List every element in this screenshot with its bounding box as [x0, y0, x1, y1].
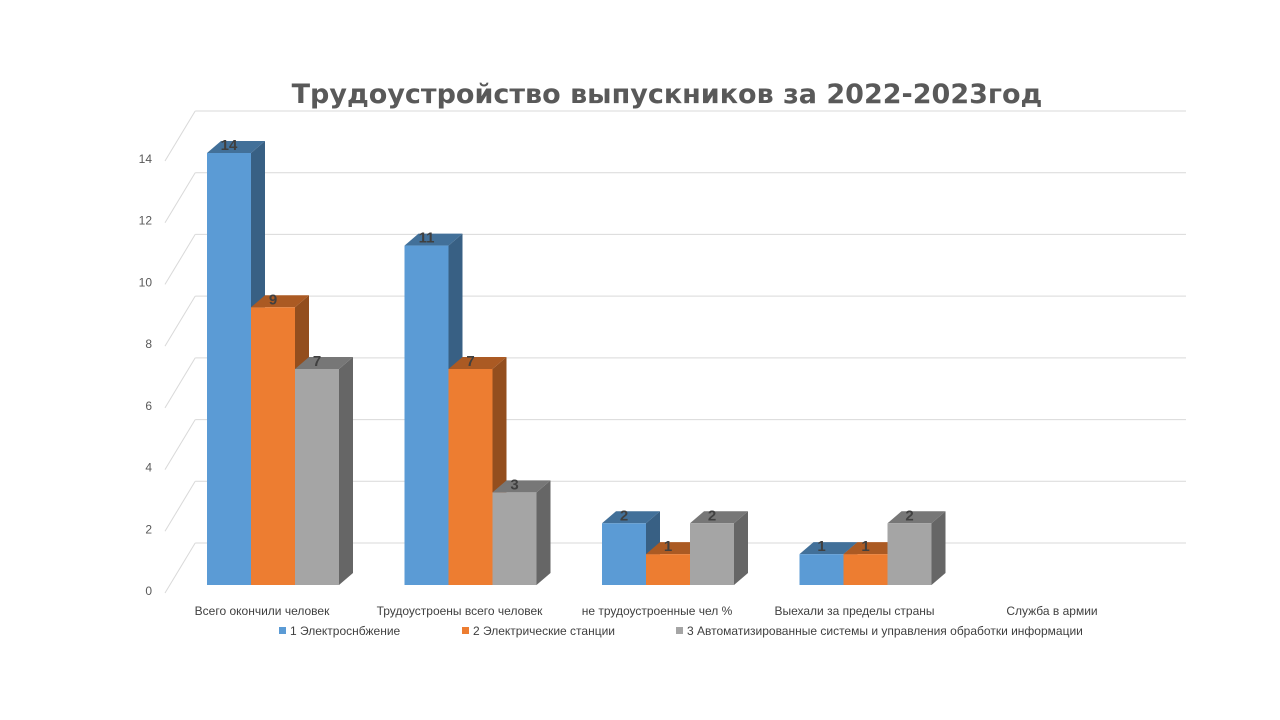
y-tick-label: 0 [145, 584, 152, 598]
bar-top [492, 480, 551, 493]
bar-top [404, 233, 463, 246]
bar-front [799, 554, 844, 585]
bar-side [734, 511, 748, 585]
bar-front [448, 369, 493, 585]
bar-front [690, 523, 734, 585]
bar-top [448, 357, 507, 369]
bar-top [887, 511, 946, 524]
x-category-label: Служба в армии [1006, 604, 1097, 618]
legend-item: 2 Электрические станции [462, 624, 615, 638]
gridline-depth [164, 357, 196, 409]
bar-side [339, 357, 353, 585]
gridline-depth [164, 419, 196, 470]
gridline-depth [164, 481, 196, 532]
bar-top [799, 542, 858, 555]
data-label: 2 [905, 507, 913, 524]
bar-front [887, 523, 932, 585]
legend: 1 Электроснбжение 2 Электрические станции… [279, 624, 1083, 638]
bar-top [251, 295, 309, 308]
x-category-label: Всего окончили человек [195, 604, 330, 618]
bar-front [251, 307, 295, 585]
data-label: 1 [861, 538, 869, 555]
gridline-depth [164, 172, 196, 223]
legend-swatch [462, 627, 469, 634]
bar-front [646, 554, 690, 585]
data-label: 7 [313, 353, 321, 370]
legend-item: 1 Электроснбжение [279, 624, 401, 638]
legend-label: 3 Автоматизированные системы и управлени… [687, 624, 1083, 638]
bar-side [536, 480, 551, 585]
bar-front [295, 369, 339, 585]
bar-top [295, 357, 353, 369]
chart-title: Трудоустройство выпускников за 2022-2023… [292, 79, 1043, 110]
bars [207, 141, 946, 586]
bar-front [492, 492, 537, 585]
bar [690, 511, 748, 585]
y-tick-label: 2 [145, 522, 152, 536]
data-label: 2 [620, 507, 628, 524]
bar-top [646, 542, 704, 555]
data-label: 14 [221, 137, 238, 154]
data-label: 9 [269, 291, 277, 308]
legend-swatch [676, 627, 683, 634]
bar [295, 357, 353, 585]
legend-swatch [279, 627, 286, 634]
bar-top [602, 511, 660, 524]
x-category-label: не трудоустроенные чел % [582, 604, 733, 618]
bar-top [207, 141, 265, 153]
gridline-depth [164, 110, 196, 162]
y-tick-label: 6 [145, 399, 152, 413]
legend-label: 2 Электрические станции [473, 624, 615, 638]
gridline-depth [164, 234, 196, 285]
bar-top [690, 511, 748, 524]
x-category-label: Выехали за пределы страны [774, 604, 934, 618]
bar-top [843, 542, 902, 555]
gridlines [164, 110, 1186, 594]
bar-front [843, 554, 888, 585]
y-tick-label: 10 [139, 275, 153, 289]
legend-item: 3 Автоматизированные системы и управлени… [676, 624, 1083, 638]
data-label: 11 [419, 230, 435, 247]
y-tick-label: 14 [139, 152, 153, 166]
y-axis-ticks: 0 2 4 6 8 10 12 14 [139, 152, 153, 598]
x-axis-categories: Всего окончили человек Трудоустроены всег… [195, 604, 1098, 618]
y-tick-label: 12 [139, 214, 153, 228]
gridline-depth [164, 542, 196, 594]
legend-label: 1 Электроснбжение [290, 624, 401, 638]
gridline-depth [164, 295, 196, 347]
data-label: 1 [817, 538, 825, 555]
data-label: 7 [466, 353, 474, 370]
x-category-label: Трудоустроены всего человек [377, 604, 544, 618]
bar-front [404, 245, 449, 586]
bar-front [207, 153, 251, 585]
data-label: 2 [708, 507, 716, 524]
bar-side [931, 511, 946, 585]
data-label: 1 [664, 538, 672, 555]
data-label: 3 [510, 476, 518, 493]
y-tick-label: 4 [145, 461, 152, 475]
bar [843, 542, 902, 585]
y-tick-label: 8 [145, 337, 152, 351]
bar [887, 511, 946, 585]
bar-front [602, 523, 646, 585]
bar [492, 480, 551, 585]
